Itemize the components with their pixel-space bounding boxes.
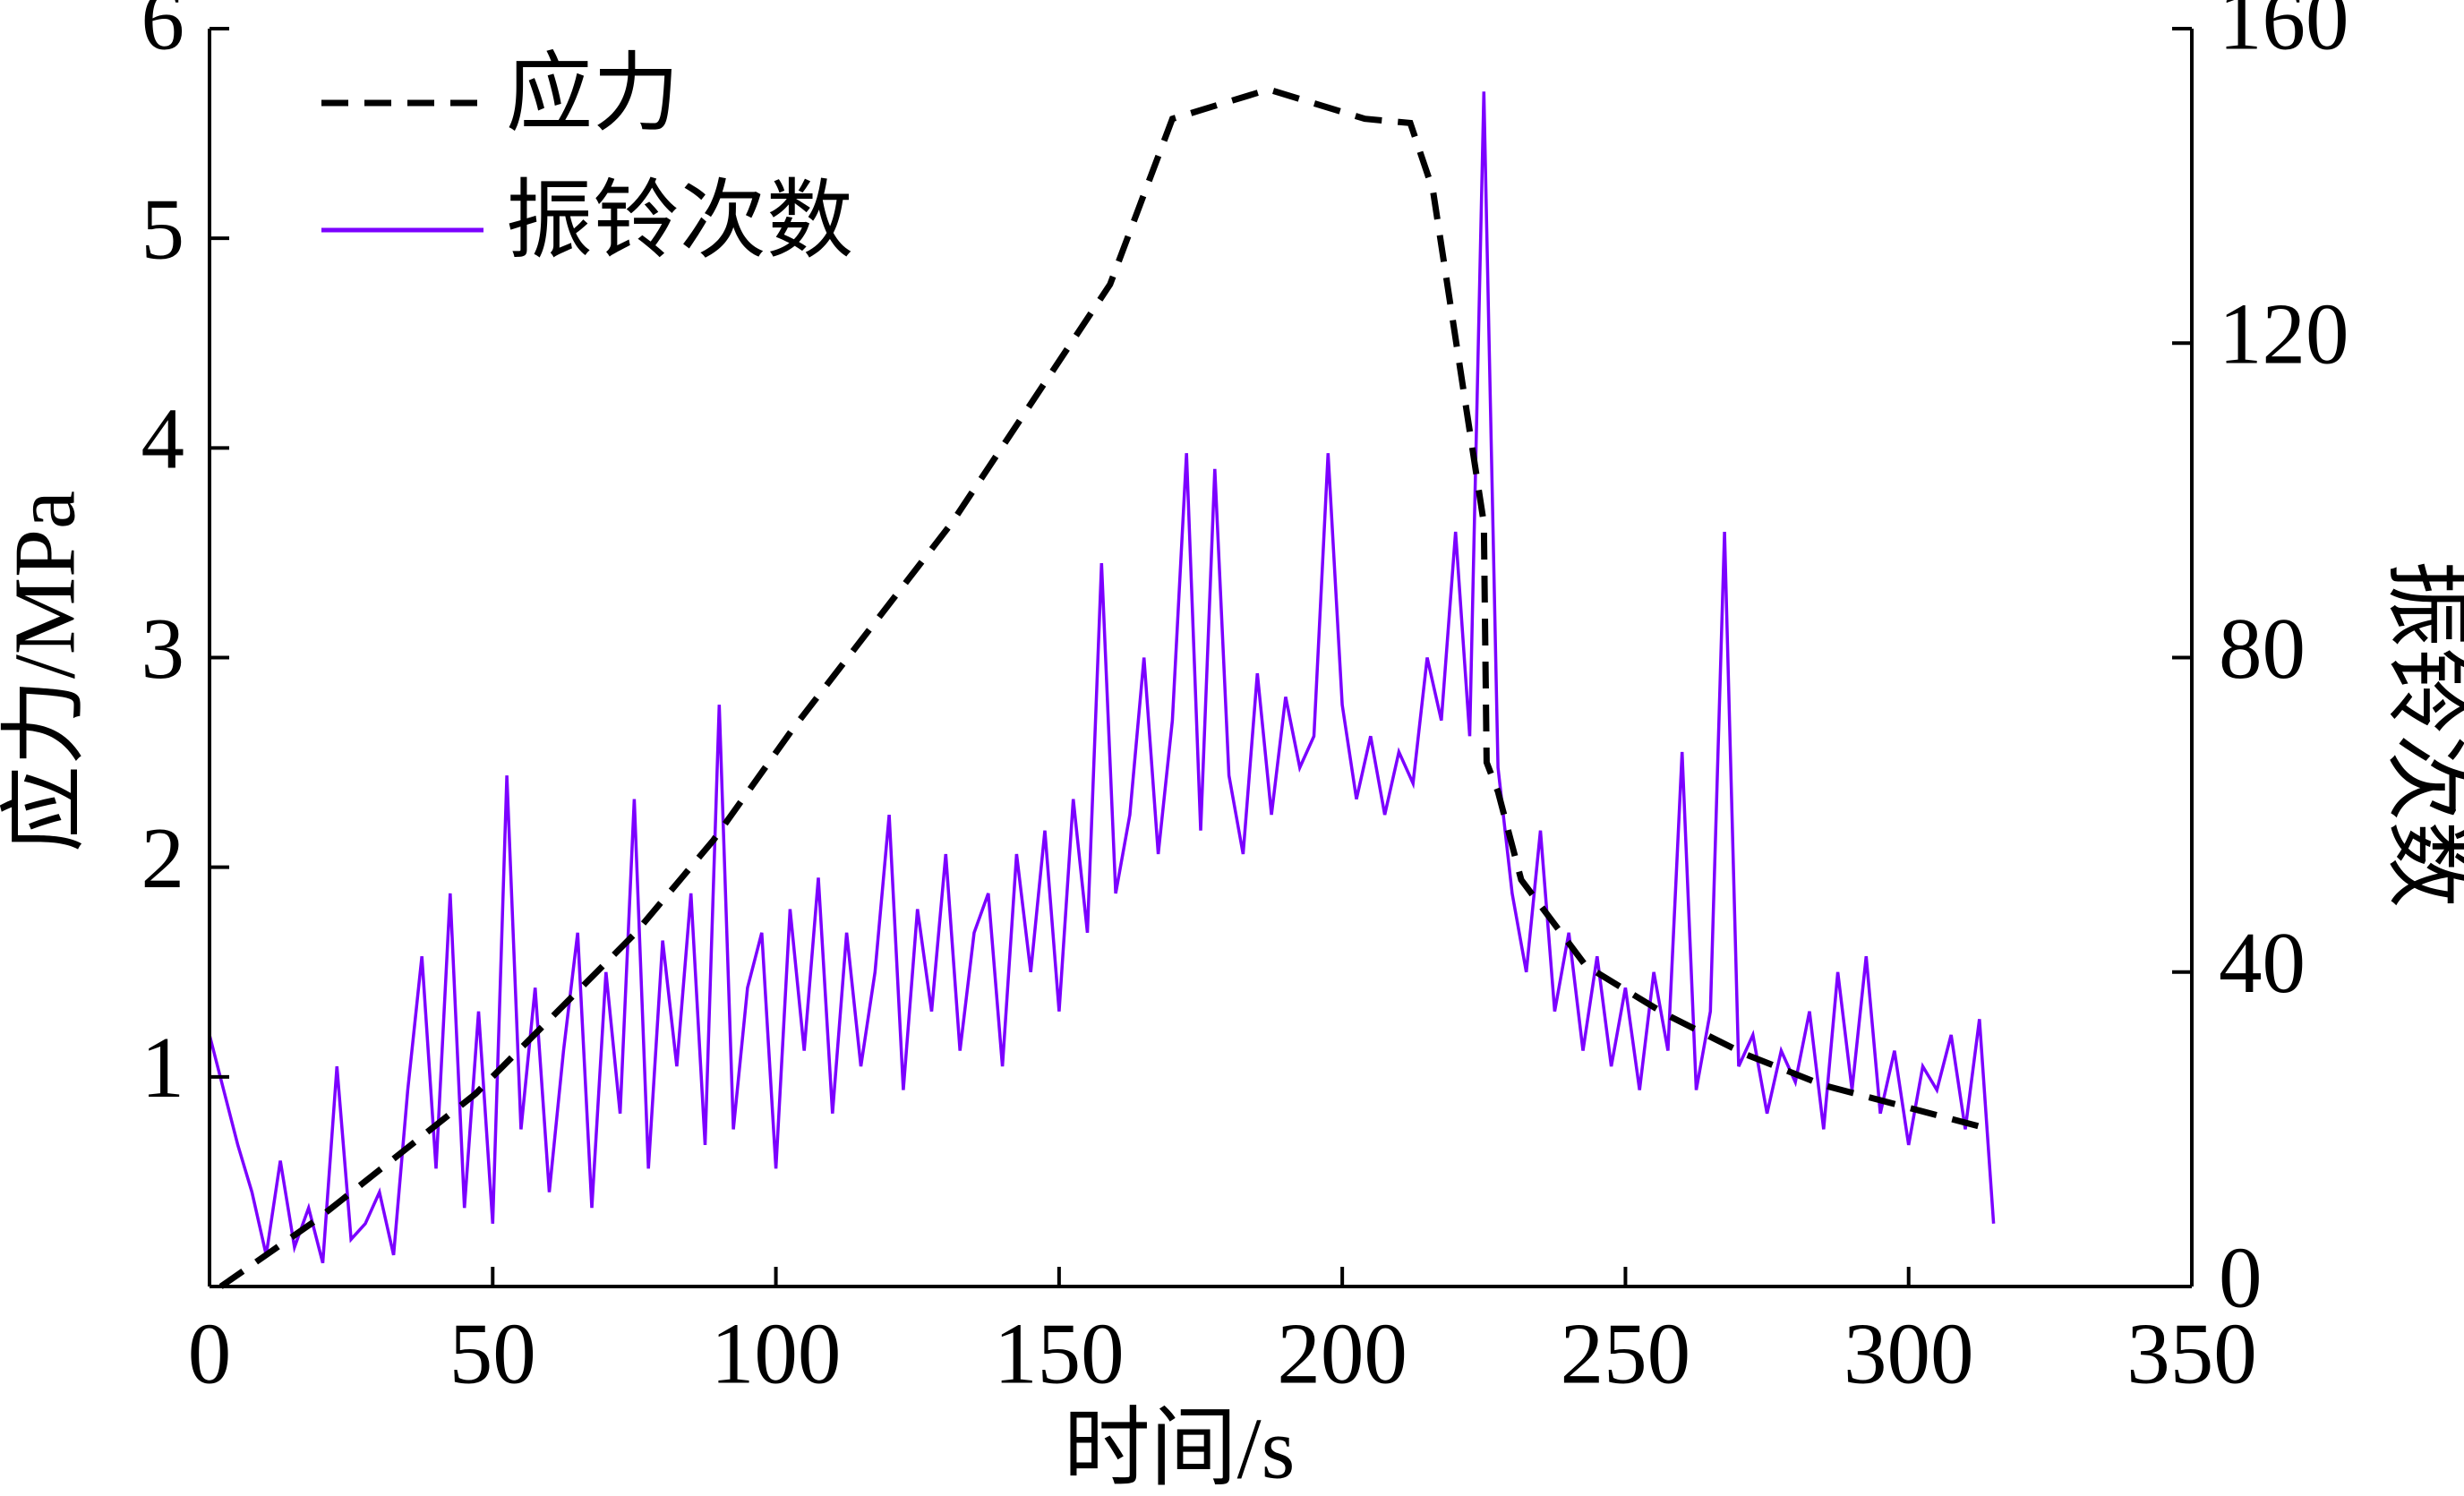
y2-tick-label: 40 [2219,915,2306,1011]
x-tick-label: 300 [1844,1305,1974,1401]
y-axis-label: 应力/MPa [0,491,92,852]
y2-tick-label: 80 [2219,601,2306,697]
y-tick-label: 3 [141,601,185,697]
y2-tick-label: 0 [2219,1229,2263,1325]
x-tick-label: 350 [2126,1305,2257,1401]
y-tick-label: 2 [141,810,185,906]
x-tick-label: 100 [711,1305,842,1401]
y-tick-label: 4 [141,391,185,487]
x-tick-label: 50 [449,1305,536,1401]
series-line [208,91,1996,1264]
series-line [218,86,1983,1289]
legend-label: 应力 [506,46,680,141]
y2-tick-label: 120 [2219,286,2349,382]
y-tick-label: 6 [141,0,185,67]
y2-tick-label: 160 [2219,0,2349,67]
x-tick-label: 200 [1277,1305,1407,1401]
y2-axis-label: 振铃次数 [2379,560,2464,908]
x-axis-label: 时间/s [1064,1400,1296,1496]
y-tick-label: 1 [141,1020,185,1116]
legend-label: 振铃次数 [506,173,853,269]
y-tick-label: 5 [141,181,185,277]
x-tick-label: 0 [188,1305,232,1401]
x-tick-label: 250 [1561,1305,1691,1401]
x-tick-label: 150 [994,1305,1125,1401]
